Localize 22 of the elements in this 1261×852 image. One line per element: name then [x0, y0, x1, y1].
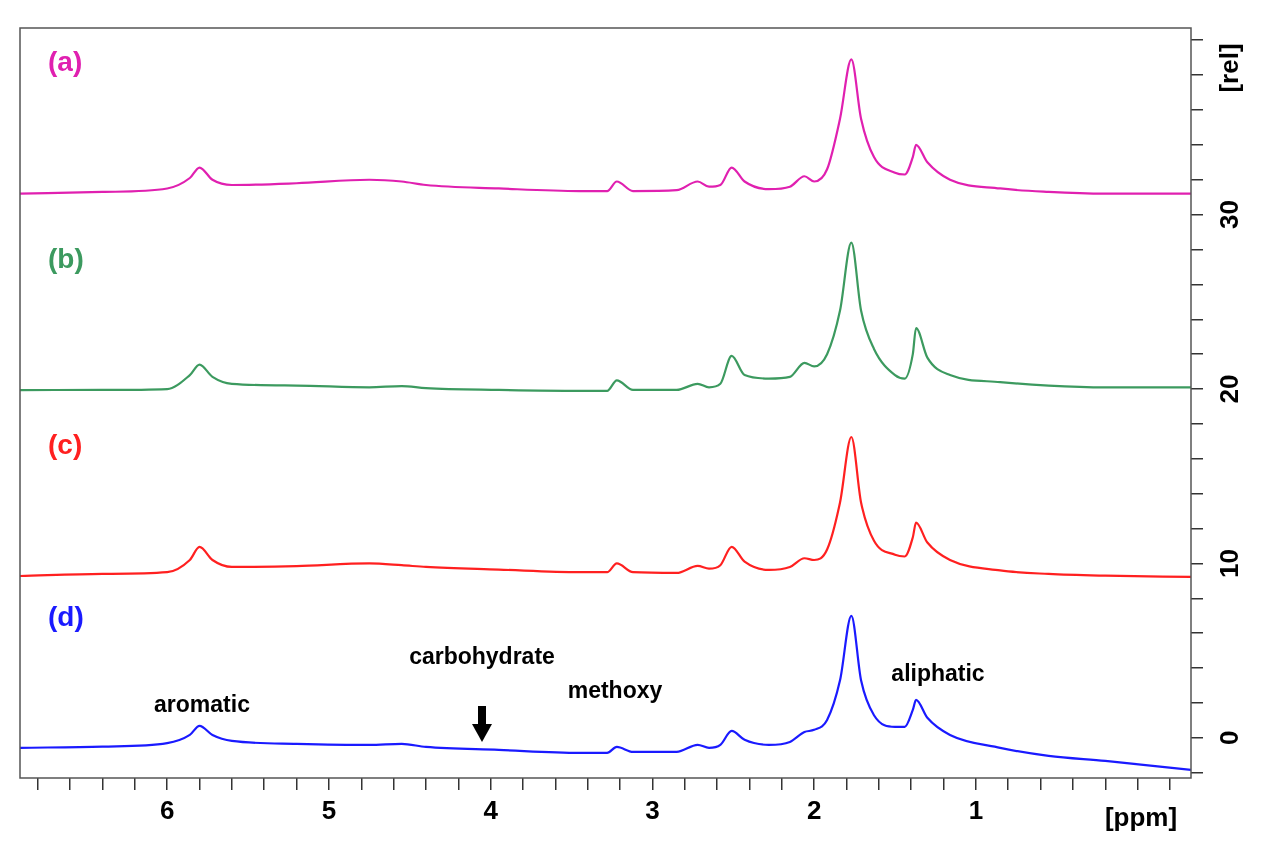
y-tick-label: 30 [1214, 200, 1245, 230]
y-axis-title: [rel] [1214, 43, 1245, 93]
annotation: aliphatic [891, 660, 985, 687]
x-tick-label: 3 [645, 794, 660, 825]
x-tick-label: 5 [321, 794, 337, 825]
x-tick-label: 1 [968, 794, 984, 825]
y-tick-label: 0 [1214, 730, 1245, 746]
annotation: carbohydrate [409, 643, 555, 670]
x-tick-label: 4 [483, 794, 499, 825]
line-series [20, 435, 1191, 578]
text: (c) [48, 428, 83, 460]
text: (a) [48, 46, 83, 78]
annotation: methoxy [567, 677, 663, 704]
text: (b) [48, 242, 84, 274]
y-tick-label: 20 [1214, 374, 1245, 404]
text: (d) [48, 600, 84, 632]
y-tick-label: 10 [1214, 549, 1245, 578]
line-series [20, 241, 1191, 392]
x-axis-title: [ppm] [1104, 802, 1178, 833]
x-tick-label: 6 [159, 794, 175, 825]
annotation: aromatic [154, 691, 251, 718]
x-tick-label: 2 [806, 794, 822, 825]
